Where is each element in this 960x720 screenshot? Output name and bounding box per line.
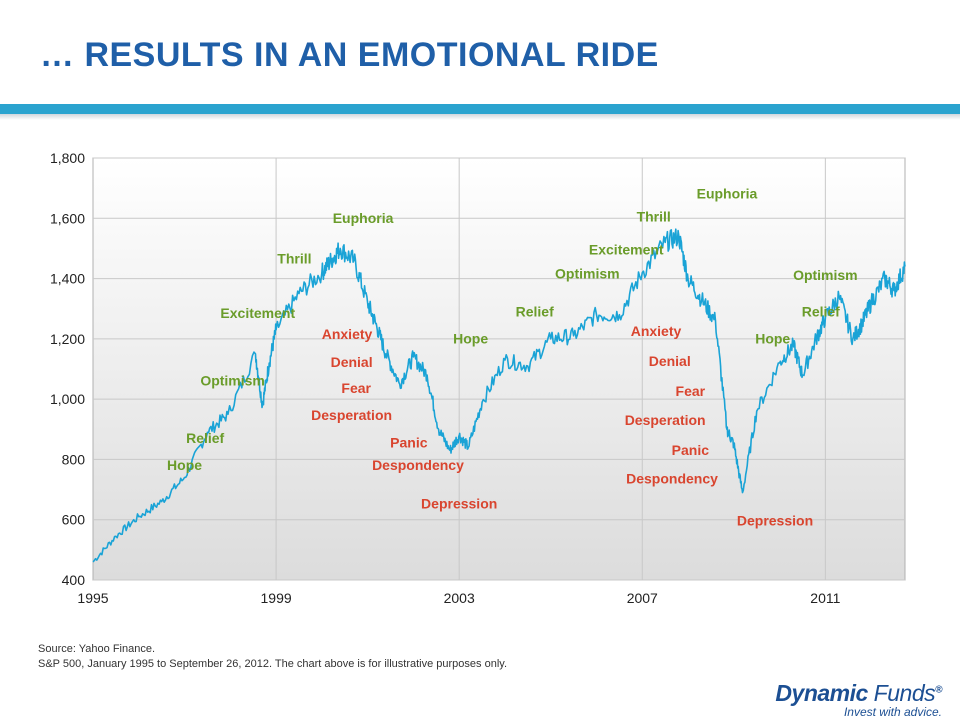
x-axis-ticks: 1995 1999 2003 2007 2011 [77,590,840,606]
annotation-negative-emotion: Denial [649,353,691,369]
y-axis-ticks: 400 600 800 1,000 1,200 1,400 1,600 1,800 [50,150,85,588]
company-logo: Dynamic Funds® Invest with advice. [775,680,942,719]
annotation-negative-emotion: Panic [390,434,428,450]
x-tick-label: 2003 [444,590,475,606]
annotation-negative-emotion: Desperation [311,407,392,423]
annotation-positive-emotion: Thrill [637,208,671,224]
y-tick-label: 1,200 [50,331,85,347]
y-tick-label: 600 [62,512,86,528]
x-tick-label: 2007 [627,590,658,606]
gridlines [93,157,905,581]
y-tick-label: 1,800 [50,150,85,166]
annotation-positive-emotion: Hope [755,330,790,346]
annotation-negative-emotion: Fear [341,380,371,396]
source-line-2: S&P 500, January 1995 to September 26, 2… [38,658,508,670]
logo-registered-mark: ® [935,684,942,696]
annotation-positive-emotion: Euphoria [333,210,394,226]
annotation-positive-emotion: Hope [167,457,202,473]
sp500-series-line [92,228,906,563]
y-tick-label: 400 [62,572,86,588]
annotation-negative-emotion: Anxiety [322,326,373,342]
x-tick-label: 1995 [77,590,108,606]
annotation-positive-emotion: Optimism [555,266,620,282]
title-divider-shadow [0,114,960,120]
annotation-negative-emotion: Despondency [372,457,464,473]
y-tick-label: 1,000 [50,391,85,407]
y-tick-label: 1,600 [50,210,85,226]
y-tick-label: 800 [62,451,86,467]
annotation-positive-emotion: Excitement [589,241,664,257]
emotion-annotations: Hope Relief Optimism Excitement Thrill Euphor… [167,186,858,529]
annotation-positive-emotion: Relief [516,303,554,319]
annotation-negative-emotion: Depression [421,495,497,511]
annotation-positive-emotion: Euphoria [697,186,758,202]
annotation-negative-emotion: Despondency [626,471,718,487]
annotation-negative-emotion: Desperation [625,412,706,428]
annotation-positive-emotion: Excitement [220,305,295,321]
x-tick-label: 2011 [810,590,840,606]
annotation-negative-emotion: Anxiety [631,323,682,339]
annotation-positive-emotion: Optimism [200,373,265,389]
logo-tagline: Invest with advice. [843,705,942,719]
annotation-negative-emotion: Panic [672,442,710,458]
annotation-positive-emotion: Optimism [793,267,858,283]
x-tick-label: 1999 [261,590,292,606]
logo-name-light: Funds [867,680,936,706]
annotation-negative-emotion: Depression [737,513,813,529]
source-line-1: Source: Yahoo Finance. [38,643,156,655]
annotation-positive-emotion: Relief [186,430,224,446]
logo-wordmark: Dynamic Funds® [775,680,942,707]
annotation-positive-emotion: Relief [802,303,840,319]
logo-name-bold: Dynamic [775,680,868,706]
annotation-negative-emotion: Fear [676,383,706,399]
title-divider [0,104,960,114]
annotation-positive-emotion: Hope [453,330,488,346]
source-note: Source: Yahoo Finance. S&P 500, January … [38,642,507,672]
page-title: … RESULTS IN AN EMOTIONAL RIDE [40,36,659,74]
annotation-positive-emotion: Thrill [277,251,311,267]
y-tick-label: 1,400 [50,271,85,287]
annotation-negative-emotion: Denial [331,354,373,370]
